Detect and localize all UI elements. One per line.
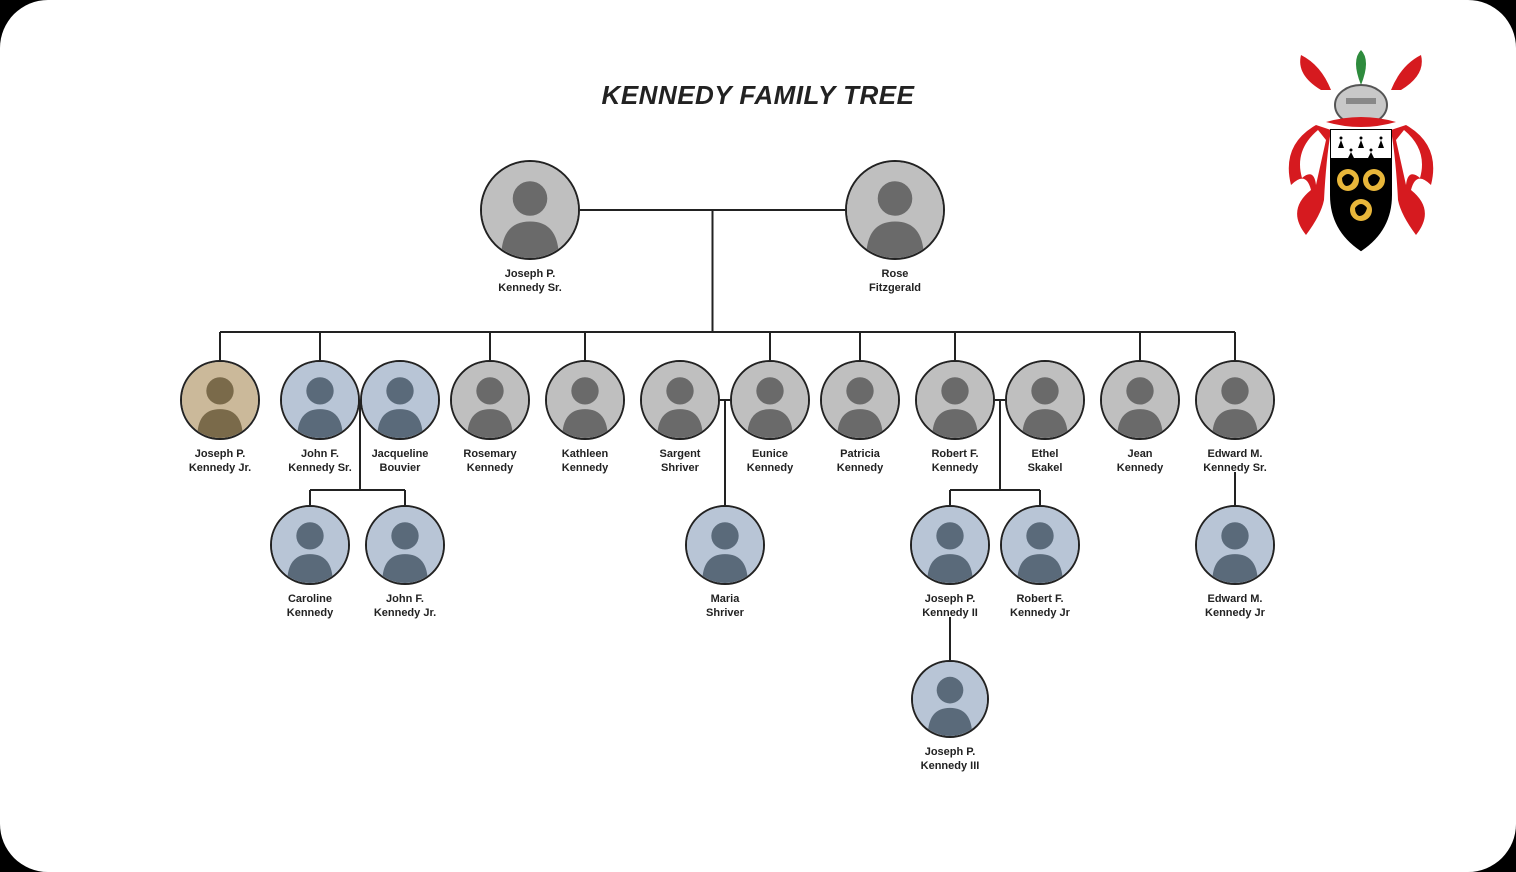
person-rose: Rose Fitzgerald bbox=[845, 160, 945, 296]
family-crest bbox=[1276, 50, 1446, 260]
person-rfk-jr: Robert F. Kennedy Jr bbox=[1000, 505, 1080, 621]
person-patricia: Patricia Kennedy bbox=[820, 360, 900, 476]
portrait bbox=[640, 360, 720, 440]
person-name: Joseph P. Kennedy Sr. bbox=[498, 268, 562, 296]
person-name: Patricia Kennedy bbox=[837, 448, 883, 476]
person-joseph-jr: Joseph P. Kennedy Jr. bbox=[180, 360, 260, 476]
person-kathleen: Kathleen Kennedy bbox=[545, 360, 625, 476]
portrait bbox=[480, 160, 580, 260]
person-name: Edward M. Kennedy Sr. bbox=[1203, 448, 1267, 476]
crest-icon bbox=[1276, 50, 1446, 260]
portrait bbox=[360, 360, 440, 440]
portrait bbox=[820, 360, 900, 440]
portrait bbox=[1005, 360, 1085, 440]
portrait bbox=[910, 505, 990, 585]
portrait bbox=[450, 360, 530, 440]
person-name: Kathleen Kennedy bbox=[562, 448, 608, 476]
family-tree-canvas: KENNEDY FAMILY TREE bbox=[0, 0, 1516, 872]
person-name: Sargent Shriver bbox=[660, 448, 701, 476]
person-eunice: Eunice Kennedy bbox=[730, 360, 810, 476]
person-rfk: Robert F. Kennedy bbox=[915, 360, 995, 476]
person-rosemary: Rosemary Kennedy bbox=[450, 360, 530, 476]
person-name: Caroline Kennedy bbox=[287, 593, 333, 621]
portrait bbox=[1100, 360, 1180, 440]
person-name: Joseph P. Kennedy II bbox=[922, 593, 978, 621]
person-jfk-jr: John F. Kennedy Jr. bbox=[365, 505, 445, 621]
portrait bbox=[911, 660, 989, 738]
portrait bbox=[845, 160, 945, 260]
portrait bbox=[365, 505, 445, 585]
portrait bbox=[545, 360, 625, 440]
person-jfk: John F. Kennedy Sr. bbox=[280, 360, 360, 476]
person-jackie: Jacqueline Bouvier bbox=[360, 360, 440, 476]
person-ted: Edward M. Kennedy Sr. bbox=[1195, 360, 1275, 476]
portrait bbox=[1000, 505, 1080, 585]
portrait bbox=[685, 505, 765, 585]
person-name: Eunice Kennedy bbox=[747, 448, 793, 476]
person-name: Robert F. Kennedy Jr bbox=[1010, 593, 1070, 621]
portrait bbox=[1195, 360, 1275, 440]
person-ted-jr: Edward M. Kennedy Jr bbox=[1195, 505, 1275, 621]
person-joseph-sr: Joseph P. Kennedy Sr. bbox=[480, 160, 580, 296]
person-maria: Maria Shriver bbox=[685, 505, 765, 621]
person-jean: Jean Kennedy bbox=[1100, 360, 1180, 476]
person-name: Rose Fitzgerald bbox=[869, 268, 921, 296]
person-ethel: Ethel Skakel bbox=[1005, 360, 1085, 476]
portrait bbox=[180, 360, 260, 440]
portrait bbox=[270, 505, 350, 585]
portrait bbox=[730, 360, 810, 440]
person-name: Rosemary Kennedy bbox=[463, 448, 516, 476]
portrait bbox=[915, 360, 995, 440]
person-name: Edward M. Kennedy Jr bbox=[1205, 593, 1265, 621]
person-name: Jean Kennedy bbox=[1117, 448, 1163, 476]
person-name: Joseph P. Kennedy Jr. bbox=[189, 448, 251, 476]
portrait bbox=[1195, 505, 1275, 585]
person-jpk3: Joseph P. Kennedy III bbox=[911, 660, 989, 774]
portrait bbox=[280, 360, 360, 440]
person-name: John F. Kennedy Sr. bbox=[288, 448, 352, 476]
person-name: Jacqueline Bouvier bbox=[372, 448, 429, 476]
person-name: Joseph P. Kennedy III bbox=[921, 746, 980, 774]
person-caroline: Caroline Kennedy bbox=[270, 505, 350, 621]
person-name: Ethel Skakel bbox=[1028, 448, 1063, 476]
person-jpk2: Joseph P. Kennedy II bbox=[910, 505, 990, 621]
person-name: Maria Shriver bbox=[706, 593, 744, 621]
person-name: Robert F. Kennedy bbox=[931, 448, 978, 476]
person-sargent: Sargent Shriver bbox=[640, 360, 720, 476]
person-name: John F. Kennedy Jr. bbox=[374, 593, 436, 621]
